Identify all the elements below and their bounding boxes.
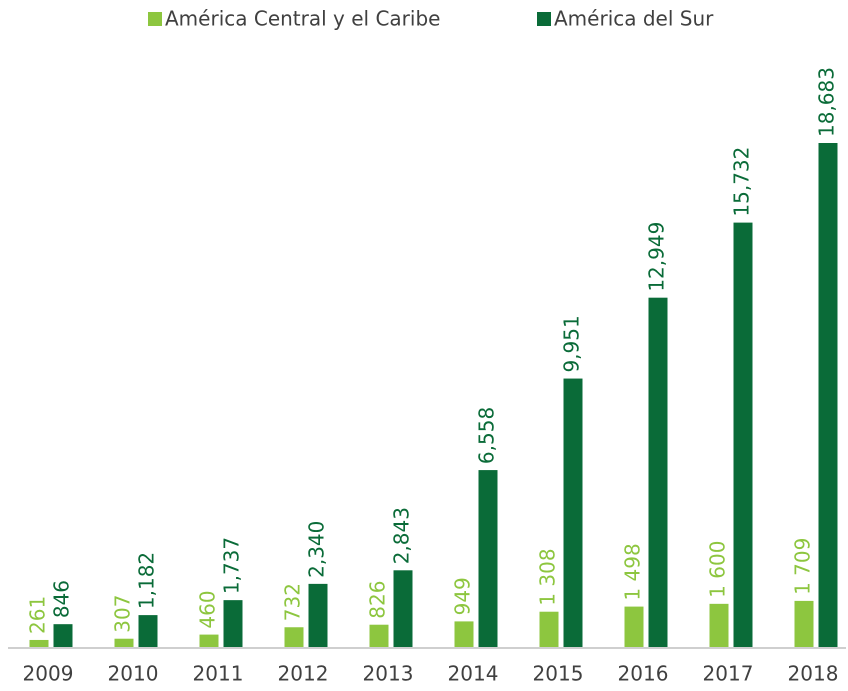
x-tick-label: 2013 — [363, 662, 414, 686]
x-tick-label: 2014 — [448, 662, 499, 686]
x-tick-label: 2012 — [278, 662, 329, 686]
bar — [563, 378, 583, 647]
bar — [53, 624, 73, 647]
value-label: 1 600 — [706, 541, 730, 598]
x-tick-label: 2011 — [193, 662, 244, 686]
value-label: 1,182 — [135, 552, 159, 609]
value-label: 1 498 — [621, 543, 645, 600]
bar — [308, 583, 328, 647]
x-tick-label: 2015 — [533, 662, 584, 686]
bar — [223, 600, 243, 647]
bar — [454, 621, 474, 647]
x-tick-label: 2009 — [23, 662, 74, 686]
bar — [539, 611, 559, 647]
bar — [648, 297, 668, 647]
bar — [138, 615, 158, 647]
legend-label: América Central y el Caribe — [165, 7, 440, 31]
value-label: 949 — [451, 577, 475, 615]
x-tick-label: 2016 — [618, 662, 669, 686]
legend-swatch — [148, 12, 162, 26]
bar — [114, 638, 134, 647]
bar — [794, 600, 814, 647]
x-tick-label: 2018 — [788, 662, 839, 686]
bar — [393, 570, 413, 647]
value-label: 18,683 — [815, 67, 839, 137]
bar — [369, 624, 389, 647]
value-label: 846 — [50, 580, 74, 618]
bar — [624, 606, 644, 647]
value-label: 307 — [111, 595, 135, 633]
bar — [199, 634, 219, 647]
bar — [284, 627, 304, 647]
bar — [478, 470, 498, 647]
bar — [29, 639, 49, 647]
bar — [733, 222, 753, 647]
value-label: 6,558 — [475, 407, 499, 464]
value-label: 2,843 — [390, 507, 414, 564]
value-label: 15,732 — [730, 147, 754, 217]
value-label: 460 — [196, 590, 220, 628]
legend-label: América del Sur — [554, 7, 714, 31]
value-label: 732 — [281, 583, 305, 621]
value-label: 261 — [26, 596, 50, 634]
bar — [818, 143, 838, 647]
value-label: 2,340 — [305, 521, 329, 578]
value-label: 9,951 — [560, 315, 584, 372]
bar — [709, 603, 729, 647]
x-tick-label: 2017 — [703, 662, 754, 686]
x-tick-label: 2010 — [108, 662, 159, 686]
value-label: 12,949 — [645, 222, 669, 292]
value-label: 1,737 — [220, 537, 244, 594]
value-label: 1 709 — [791, 538, 815, 595]
value-label: 826 — [366, 581, 390, 619]
legend-swatch — [537, 12, 551, 26]
value-label: 1 308 — [536, 548, 560, 605]
